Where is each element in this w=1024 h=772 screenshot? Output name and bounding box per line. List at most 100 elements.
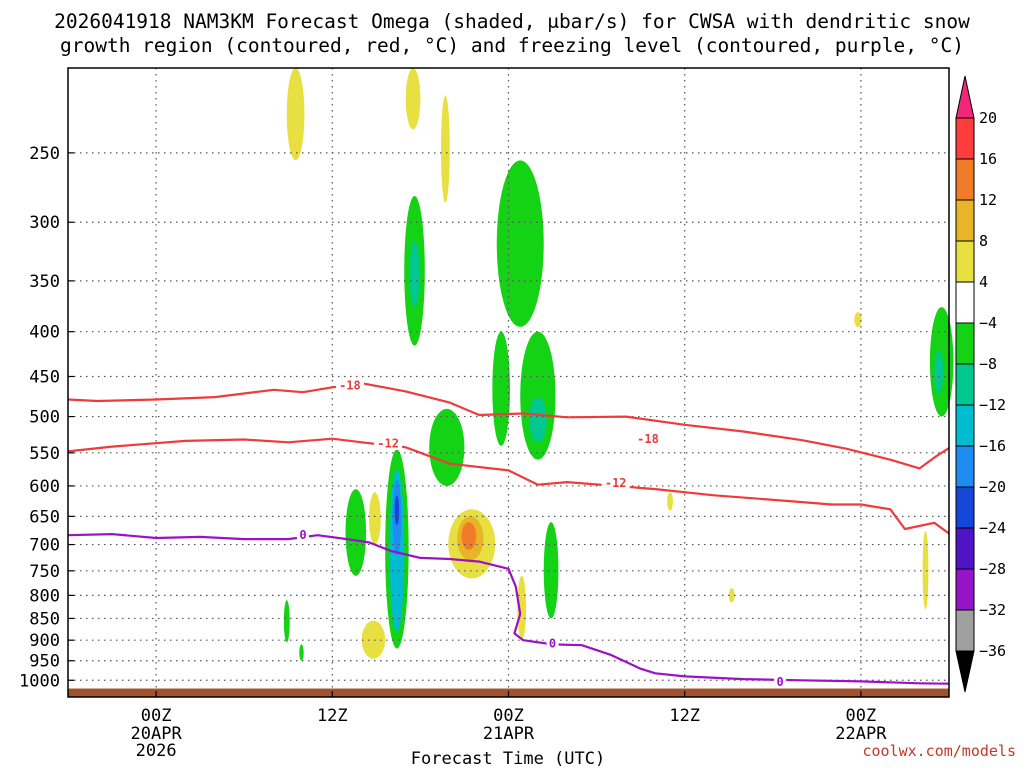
tick-label-y-350: 350 <box>29 272 60 292</box>
tick-sublabel-x-48: 22APR <box>835 724 887 744</box>
omega-region-17 <box>461 522 477 550</box>
tick-label-x-0: 00Z <box>141 706 172 726</box>
contour-label-2-2: 0 <box>777 675 784 689</box>
chart-title-line2: growth region (contoured, red, °C) and f… <box>60 34 964 57</box>
tick-label-y-550: 550 <box>29 444 60 464</box>
omega-region-2 <box>440 95 450 203</box>
colorbar-band-3 <box>955 240 975 283</box>
contour-label-0-0: -18 <box>339 378 361 392</box>
omega-region-26 <box>922 530 929 610</box>
contour-label-bg-0-0 <box>335 377 364 392</box>
omega-region-19 <box>517 575 527 641</box>
omega-region-18 <box>369 492 381 545</box>
omega-region-29 <box>667 492 673 511</box>
omega-region-27 <box>854 312 862 327</box>
colorbar-label-7: −12 <box>979 396 1006 414</box>
colorbar-band-10 <box>955 527 975 570</box>
tick-label-x-24: 00Z <box>493 706 524 726</box>
tick-label-y-600: 600 <box>29 477 60 497</box>
colorbar-band-1 <box>955 158 975 201</box>
omega-region-5 <box>496 160 544 327</box>
tick-label-y-1000: 1000 <box>19 671 60 691</box>
colorbar-label-8: −16 <box>979 437 1006 455</box>
colorbar-band-0 <box>955 117 975 160</box>
tick-label-y-450: 450 <box>29 367 60 387</box>
colorbar-label-0: 20 <box>979 109 997 127</box>
contour-label-bg-1-0 <box>374 436 403 451</box>
tick-label-x-48: 00Z <box>846 706 877 726</box>
contour-lines: -18 -18 -12 -12 0 0 0 <box>67 377 950 689</box>
contour-label-2-1: 0 <box>549 637 556 651</box>
plot-area: -18 -18 -12 -12 0 0 0 250 300 350 400 450 500 550 600… <box>19 67 954 761</box>
tick-label-x-36: 12Z <box>669 706 700 726</box>
contour-label-2-0: 0 <box>299 528 306 542</box>
contour-label-bg-0-1 <box>633 431 662 446</box>
colorbar-label-1: 16 <box>979 150 997 168</box>
tick-label-y-300: 300 <box>29 213 60 233</box>
contour-label-0-1: -18 <box>637 432 659 446</box>
omega-region-14 <box>394 495 400 526</box>
tick-label-y-850: 850 <box>29 609 60 629</box>
colorbar-label-10: −24 <box>979 519 1006 537</box>
credit-text: coolwx.com/models <box>862 742 1016 760</box>
omega-region-7 <box>520 331 556 460</box>
colorbar-label-12: −32 <box>979 601 1006 619</box>
tick-label-y-950: 950 <box>29 652 60 672</box>
contour-line-1 <box>67 437 950 535</box>
contour-label-bg-2-1 <box>546 636 559 651</box>
tick-sublabel-x-24: 21APR <box>483 724 535 744</box>
colorbar-band-11 <box>955 568 975 611</box>
colorbar-label-3: 8 <box>979 232 988 250</box>
y-axis-ticks: 2503003504004505005506006507007508008509… <box>19 144 74 691</box>
colorbar-band-9 <box>955 486 975 529</box>
contour-label-bg-1-1 <box>601 475 630 490</box>
colorbar-label-6: −8 <box>979 355 997 373</box>
omega-region-9 <box>429 408 465 486</box>
colorbar-band-5 <box>955 322 975 365</box>
contour-label-bg-2-2 <box>774 674 787 689</box>
x-axis-title: Forecast Time (UTC) <box>411 749 605 768</box>
contour-label-1-0: -12 <box>377 437 399 451</box>
colorbar-top-triangle <box>955 75 975 119</box>
tick-label-x-12: 12Z <box>317 706 348 726</box>
omega-region-4 <box>409 240 420 308</box>
contour-line-2 <box>67 533 950 685</box>
colorbar-label-9: −20 <box>979 478 1006 496</box>
contour-label-1-1: -12 <box>605 476 627 490</box>
omega-region-28 <box>728 588 735 603</box>
colorbar-band-12 <box>955 609 975 652</box>
colorbar-label-4: 4 <box>979 273 988 291</box>
omega-region-8 <box>529 397 547 443</box>
tick-label-y-700: 700 <box>29 536 60 556</box>
contour-label-bg-2-0 <box>296 527 309 542</box>
tick-sublabel-x-0: 20APR <box>131 724 183 744</box>
colorbar: 20 16 12 8 4 −4 −8 −12 −16 −20 −24 −28 −32 −36 <box>955 75 1006 693</box>
colorbar-band-8 <box>955 445 975 488</box>
omega-region-0 <box>286 68 305 161</box>
omega-region-21 <box>361 620 386 659</box>
tick-label-y-900: 900 <box>29 631 60 651</box>
contour-line-0 <box>67 382 950 470</box>
omega-region-23 <box>299 644 304 661</box>
omega-region-25 <box>934 350 944 394</box>
colorbar-band-6 <box>955 363 975 406</box>
tick-label-y-250: 250 <box>29 144 60 164</box>
omega-region-20 <box>543 522 559 619</box>
colorbar-label-5: −4 <box>979 314 997 332</box>
chart-title-line1: 2026041918 NAM3KM Forecast Omega (shaded… <box>54 10 970 33</box>
omega-region-6 <box>492 331 510 446</box>
colorbar-label-13: −36 <box>979 642 1006 660</box>
colorbar-band-7 <box>955 404 975 447</box>
colorbar-band-2 <box>955 199 975 242</box>
tick-label-y-750: 750 <box>29 562 60 582</box>
tick-label-y-500: 500 <box>29 408 60 428</box>
colorbar-label-11: −28 <box>979 560 1006 578</box>
tick-label-y-650: 650 <box>29 507 60 527</box>
omega-region-1 <box>405 68 421 130</box>
colorbar-label-2: 12 <box>979 191 997 209</box>
tick-label-y-800: 800 <box>29 586 60 606</box>
tick-year-x-0: 2026 <box>136 741 177 761</box>
colorbar-band-4 <box>955 281 975 324</box>
